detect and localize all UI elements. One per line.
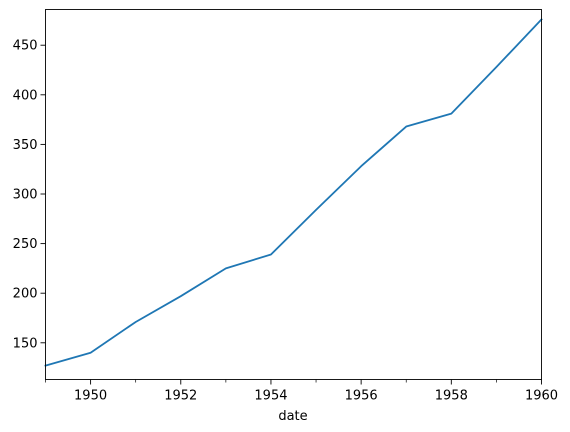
x-tick-label: 1958 <box>435 389 468 404</box>
y-tick-label: 200 <box>13 287 38 302</box>
plot-frame <box>45 9 542 380</box>
y-tick-label: 300 <box>13 188 38 203</box>
x-axis-label: date <box>278 409 307 424</box>
y-tick-label: 400 <box>13 88 38 103</box>
y-tick-label: 450 <box>13 39 38 54</box>
y-tick-label: 250 <box>13 237 38 252</box>
y-axis-ticks: 150 200 250 300 350 400 450 <box>13 39 46 351</box>
x-axis-ticks: 1950 1952 1954 1956 1958 1960 <box>45 379 558 404</box>
series-line <box>44 18 543 367</box>
x-tick-label: 1952 <box>164 389 197 404</box>
x-tick-label: 1960 <box>525 389 558 404</box>
y-tick-label: 150 <box>13 336 38 351</box>
x-tick-label: 1954 <box>254 389 287 404</box>
y-tick-label: 350 <box>13 138 38 153</box>
x-tick-label: 1950 <box>74 389 107 404</box>
x-tick-label: 1956 <box>345 389 378 404</box>
